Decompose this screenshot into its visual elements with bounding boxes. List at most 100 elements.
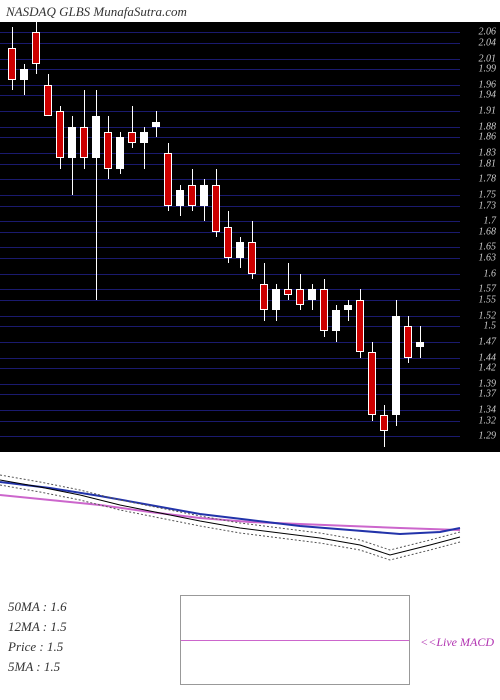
gridline [0,69,460,70]
candle-body [356,300,364,352]
ticker-label: GLBS [59,4,90,19]
price-axis-label: 1.37 [479,389,497,400]
live-macd-box [180,595,410,685]
macd-panel[interactable] [0,460,500,580]
price-axis-label: 1.88 [479,121,497,132]
gridline [0,300,460,301]
gridline [0,111,460,112]
gridline [0,195,460,196]
candle-body [68,127,76,158]
gridline [0,384,460,385]
price-axis-label: 2.01 [479,53,497,64]
gridline [0,358,460,359]
candle-body [32,32,40,63]
candle-wick [348,300,349,321]
ma12-text: 12MA : 1.5 [8,619,67,635]
candle-body [164,153,172,205]
price-axis-label: 1.94 [479,90,497,101]
gridline [0,342,460,343]
candle-body [176,190,184,206]
candle-body [320,289,328,331]
candle-body [284,289,292,294]
gridline [0,436,460,437]
gridline [0,164,460,165]
candle-body [224,227,232,258]
candle-body [104,132,112,169]
price-axis-label: 2.04 [479,37,497,48]
candle-body [392,316,400,416]
price-axis-label: 1.91 [479,106,497,117]
gridline [0,258,460,259]
price-axis-label: 1.86 [479,132,497,143]
chart-header: NASDAQ GLBS MunafaSutra.com [6,4,187,20]
gridline [0,326,460,327]
candle-body [20,69,28,79]
candle-body [332,310,340,331]
price-axis-label: 1.83 [479,148,497,159]
gridline [0,221,460,222]
price-axis-label: 1.57 [479,284,497,295]
gridline [0,410,460,411]
price-text: Price : 1.5 [8,639,63,655]
ma5-text: 5MA : 1.5 [8,659,60,675]
candle-body [56,111,64,158]
price-axis-label: 1.44 [479,352,497,363]
price-axis-label: 1.52 [479,310,497,321]
price-axis-label: 1.68 [479,226,497,237]
live-macd-label: <<Live MACD [420,635,494,650]
candle-body [152,122,160,127]
candle-body [116,137,124,168]
macd-lines [0,460,500,580]
candle-body [368,352,376,415]
candle-body [80,127,88,158]
macd-line-signal [0,495,460,530]
price-axis-label: 1.81 [479,158,497,169]
gridline [0,59,460,60]
price-axis-label: 1.7 [484,216,497,227]
gridline [0,274,460,275]
price-axis-label: 1.63 [479,252,497,263]
gridline [0,85,460,86]
macd-line-fast-upper [0,475,460,550]
gridline [0,32,460,33]
price-axis-label: 2.06 [479,27,497,38]
price-axis-label: 1.73 [479,200,497,211]
gridline [0,43,460,44]
ma50-text: 50MA : 1.6 [8,599,67,615]
gridline [0,316,460,317]
candlestick-chart[interactable]: 2.062.042.011.991.961.941.911.881.861.83… [0,22,500,452]
gridline [0,179,460,180]
candle-body [404,326,412,357]
price-axis-label: 1.78 [479,174,497,185]
candle-body [140,132,148,142]
source-label: MunafaSutra.com [93,4,187,19]
price-axis-label: 1.42 [479,363,497,374]
gridline [0,421,460,422]
price-axis-label: 1.47 [479,336,497,347]
price-axis-label: 1.5 [484,321,497,332]
live-macd-line [181,640,409,641]
candle-body [344,305,352,310]
price-axis-label: 1.55 [479,294,497,305]
candle-body [8,48,16,79]
price-axis-label: 1.75 [479,190,497,201]
candle-body [380,415,388,431]
price-axis-label: 1.29 [479,431,497,442]
price-axis-label: 1.96 [479,79,497,90]
price-axis-label: 1.39 [479,378,497,389]
candle-body [200,185,208,206]
price-axis-label: 1.34 [479,405,497,416]
gridline [0,289,460,290]
candle-body [308,289,316,299]
candle-body [44,85,52,116]
gridline [0,368,460,369]
candle-body [92,116,100,158]
candle-body [212,185,220,232]
gridline [0,206,460,207]
candle-body [416,342,424,347]
candle-body [248,242,256,273]
gridline [0,95,460,96]
price-axis-label: 1.6 [484,268,497,279]
candle-body [188,185,196,206]
candle-body [236,242,244,258]
